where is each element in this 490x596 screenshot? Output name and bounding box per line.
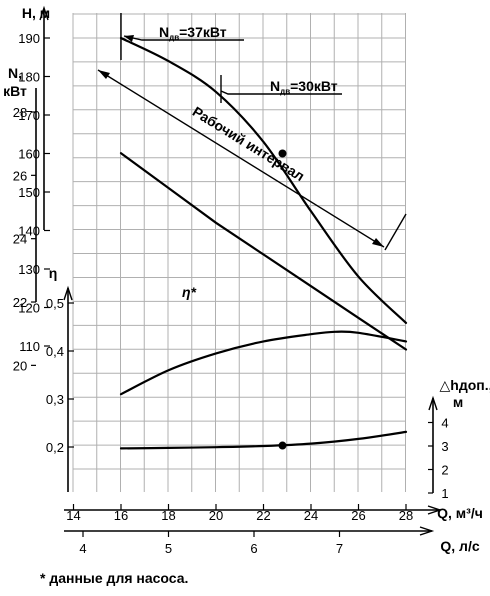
npsh-tick-label: 1: [441, 486, 448, 501]
npsh-tick-label: 2: [441, 463, 448, 478]
grid: [72, 13, 406, 492]
n30-leader: [220, 90, 342, 95]
n30-value: =30кВт: [290, 78, 338, 94]
h-tick-label: 120: [18, 301, 40, 316]
h-tick-label: 150: [18, 185, 40, 200]
marker-npsh: [278, 441, 287, 450]
npsh-tick-label: 4: [441, 416, 448, 431]
h-tick-label: 140: [18, 224, 40, 239]
q-ls-tick-label: 4: [79, 541, 86, 556]
n-tick-label: 28: [13, 105, 27, 120]
marker-head: [278, 149, 287, 158]
h-tick-label: 160: [18, 147, 40, 162]
q-ls-axis-arrow: [419, 526, 435, 536]
n-axis-title-line1: N,: [8, 65, 22, 81]
q-m3h-tick-label: 16: [114, 508, 128, 523]
n-tick-label: 22: [13, 295, 27, 310]
axes: [31, 5, 443, 537]
n30-subscript: дв: [280, 87, 290, 96]
q-ls-tick-label: 7: [336, 541, 343, 556]
n-tick-label: 26: [13, 168, 27, 183]
curves: [97, 13, 408, 450]
n-axis-title-line2: кВт: [3, 83, 27, 99]
npsh-axis-title-line2: м: [453, 394, 463, 410]
h-tick-label: 110: [19, 339, 40, 354]
h-tick-label: 190: [18, 31, 40, 46]
interval-arrow-left: [98, 70, 110, 79]
q-m3h-tick-label: 28: [399, 508, 413, 523]
n-tick-label: 20: [13, 358, 27, 373]
n37-symbol: N: [159, 24, 169, 40]
h-tick-label: 180: [18, 70, 40, 85]
q-m3h-tick-label: 18: [161, 508, 175, 523]
npsh-axis-title-line1: △hдоп.,: [440, 377, 490, 393]
h-tick-label: 170: [18, 108, 40, 123]
q-ls-tick-label: 5: [165, 541, 172, 556]
eta-tick-label: 0,2: [46, 440, 64, 455]
h-axis-title: H, м: [22, 5, 50, 21]
n37-value: =37кВт: [179, 24, 227, 40]
curve-efficiency: [119, 330, 408, 396]
footnote: * данные для насоса.: [40, 570, 189, 586]
h-axis-arrow: [39, 5, 49, 21]
curve-head: [119, 36, 408, 324]
q-m3h-axis-arrow: [427, 505, 443, 515]
q-m3h-axis-title: Q, м³/ч: [437, 505, 483, 521]
q-m3h-tick-label: 20: [209, 508, 223, 523]
eta-star-label: η*: [182, 284, 197, 300]
n-tick-label: 24: [13, 232, 27, 247]
n37-label: Nдв=37кВт: [159, 24, 227, 42]
h-tick-label: 130: [18, 262, 40, 277]
n37-leader-arrow: [124, 35, 134, 42]
q-m3h-tick-label: 14: [66, 508, 80, 523]
npsh-axis-arrow: [428, 395, 438, 411]
eta-tick-label: 0,3: [46, 392, 64, 407]
npsh-tick-label: 3: [441, 439, 448, 454]
interval-end-line: [384, 213, 407, 251]
working-interval-label: Рабочий интервал: [190, 103, 308, 184]
eta-axis-arrow: [63, 285, 73, 301]
n37-subscript: дв: [169, 33, 179, 42]
n30-label: Nдв=30кВт: [270, 78, 338, 96]
q-m3h-tick-label: 24: [304, 508, 318, 523]
eta-axis-title: η: [49, 265, 58, 281]
q-m3h-tick-label: 22: [256, 508, 270, 523]
interval-dimension-line: [97, 69, 385, 248]
interval-arrow-right: [372, 238, 384, 247]
curve-npsh: [119, 430, 408, 450]
eta-tick-label: 0,4: [46, 344, 64, 359]
eta-tick-label: 0,5: [46, 296, 64, 311]
n30-symbol: N: [270, 78, 280, 94]
curve-power: [119, 152, 408, 351]
q-m3h-tick-label: 26: [351, 508, 365, 523]
q-ls-tick-label: 6: [250, 541, 257, 556]
q-ls-axis-title: Q, л/с: [440, 538, 479, 554]
